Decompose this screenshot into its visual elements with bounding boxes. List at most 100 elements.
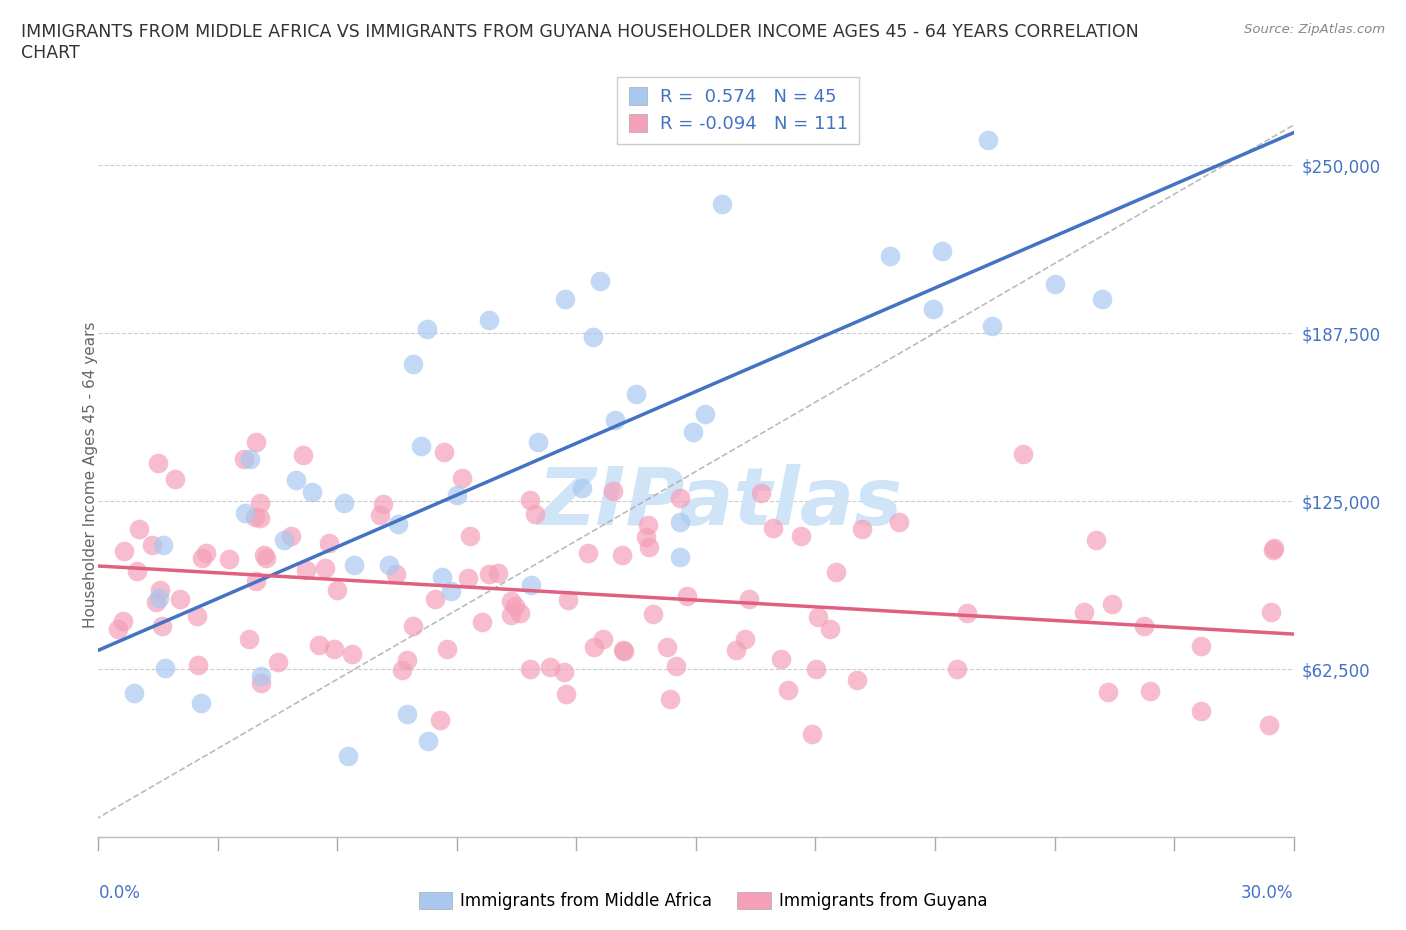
Point: [1133, 618, 1156, 633]
Point: [411, 438, 433, 453]
Point: [612, 548, 634, 563]
Point: [571, 481, 593, 496]
Point: [457, 570, 479, 585]
Point: [122, 685, 145, 700]
Point: [693, 406, 716, 421]
Point: [146, 456, 169, 471]
Point: [486, 565, 509, 580]
Point: [801, 726, 824, 741]
Point: [676, 589, 699, 604]
Point: [555, 686, 578, 701]
Point: [980, 318, 1002, 333]
Point: [446, 487, 468, 502]
Point: [152, 538, 174, 552]
Point: [589, 273, 612, 288]
Point: [322, 642, 344, 657]
Point: [478, 312, 501, 327]
Point: [921, 301, 943, 316]
Point: [249, 495, 271, 510]
Point: [112, 544, 135, 559]
Point: [433, 445, 456, 459]
Text: ZIPatlas: ZIPatlas: [537, 464, 903, 542]
Point: [583, 639, 606, 654]
Point: [659, 691, 682, 706]
Point: [603, 412, 626, 427]
Y-axis label: Householder Income Ages 45 - 64 years: Householder Income Ages 45 - 64 years: [83, 321, 97, 628]
Point: [391, 663, 413, 678]
Point: [576, 546, 599, 561]
Point: [824, 565, 846, 579]
Point: [195, 546, 218, 561]
Point: [429, 713, 451, 728]
Point: [762, 521, 785, 536]
Point: [1073, 604, 1095, 619]
Point: [169, 591, 191, 606]
Point: [155, 661, 177, 676]
Point: [501, 593, 523, 608]
Point: [267, 655, 290, 670]
Point: [440, 584, 463, 599]
Point: [643, 606, 665, 621]
Point: [538, 660, 561, 675]
Point: [519, 493, 541, 508]
Point: [602, 484, 624, 498]
Point: [668, 515, 690, 530]
Point: [145, 595, 167, 610]
Point: [249, 669, 271, 684]
Point: [592, 632, 614, 647]
Point: [946, 661, 969, 676]
Point: [889, 514, 911, 529]
Point: [416, 734, 439, 749]
Point: [112, 613, 135, 628]
Point: [879, 248, 901, 263]
Point: [295, 563, 318, 578]
Point: [770, 652, 793, 667]
Point: [977, 133, 1000, 148]
Point: [186, 609, 208, 624]
Point: [125, 564, 148, 578]
Point: [790, 528, 813, 543]
Point: [250, 675, 273, 690]
Point: [273, 533, 295, 548]
Point: [430, 570, 453, 585]
Point: [249, 511, 271, 525]
Text: IMMIGRANTS FROM MIDDLE AFRICA VS IMMIGRANTS FROM GUYANA HOUSEHOLDER INCOME AGES : IMMIGRANTS FROM MIDDLE AFRICA VS IMMIGRA…: [21, 23, 1139, 62]
Point: [807, 609, 830, 624]
Point: [734, 631, 756, 646]
Point: [1084, 532, 1107, 547]
Point: [148, 591, 170, 605]
Point: [401, 618, 423, 633]
Point: [245, 573, 267, 588]
Point: [1043, 276, 1066, 291]
Point: [191, 551, 214, 565]
Point: [509, 605, 531, 620]
Point: [1189, 639, 1212, 654]
Point: [1258, 718, 1281, 733]
Point: [395, 652, 418, 667]
Point: [1011, 446, 1033, 461]
Point: [384, 566, 406, 581]
Point: [239, 451, 262, 466]
Point: [141, 538, 163, 552]
Point: [1139, 684, 1161, 698]
Point: [612, 643, 634, 658]
Point: [1091, 291, 1114, 306]
Point: [318, 536, 340, 551]
Point: [378, 558, 401, 573]
Point: [107, 621, 129, 636]
Point: [416, 322, 439, 337]
Point: [499, 607, 522, 622]
Point: [956, 605, 979, 620]
Point: [665, 658, 688, 673]
Point: [333, 496, 356, 511]
Legend: Immigrants from Middle Africa, Immigrants from Guyana: Immigrants from Middle Africa, Immigrant…: [412, 885, 994, 917]
Point: [637, 518, 659, 533]
Point: [669, 491, 692, 506]
Point: [291, 447, 314, 462]
Point: [471, 614, 494, 629]
Point: [524, 507, 547, 522]
Point: [314, 560, 336, 575]
Point: [149, 582, 172, 597]
Point: [851, 522, 873, 537]
Point: [931, 244, 953, 259]
